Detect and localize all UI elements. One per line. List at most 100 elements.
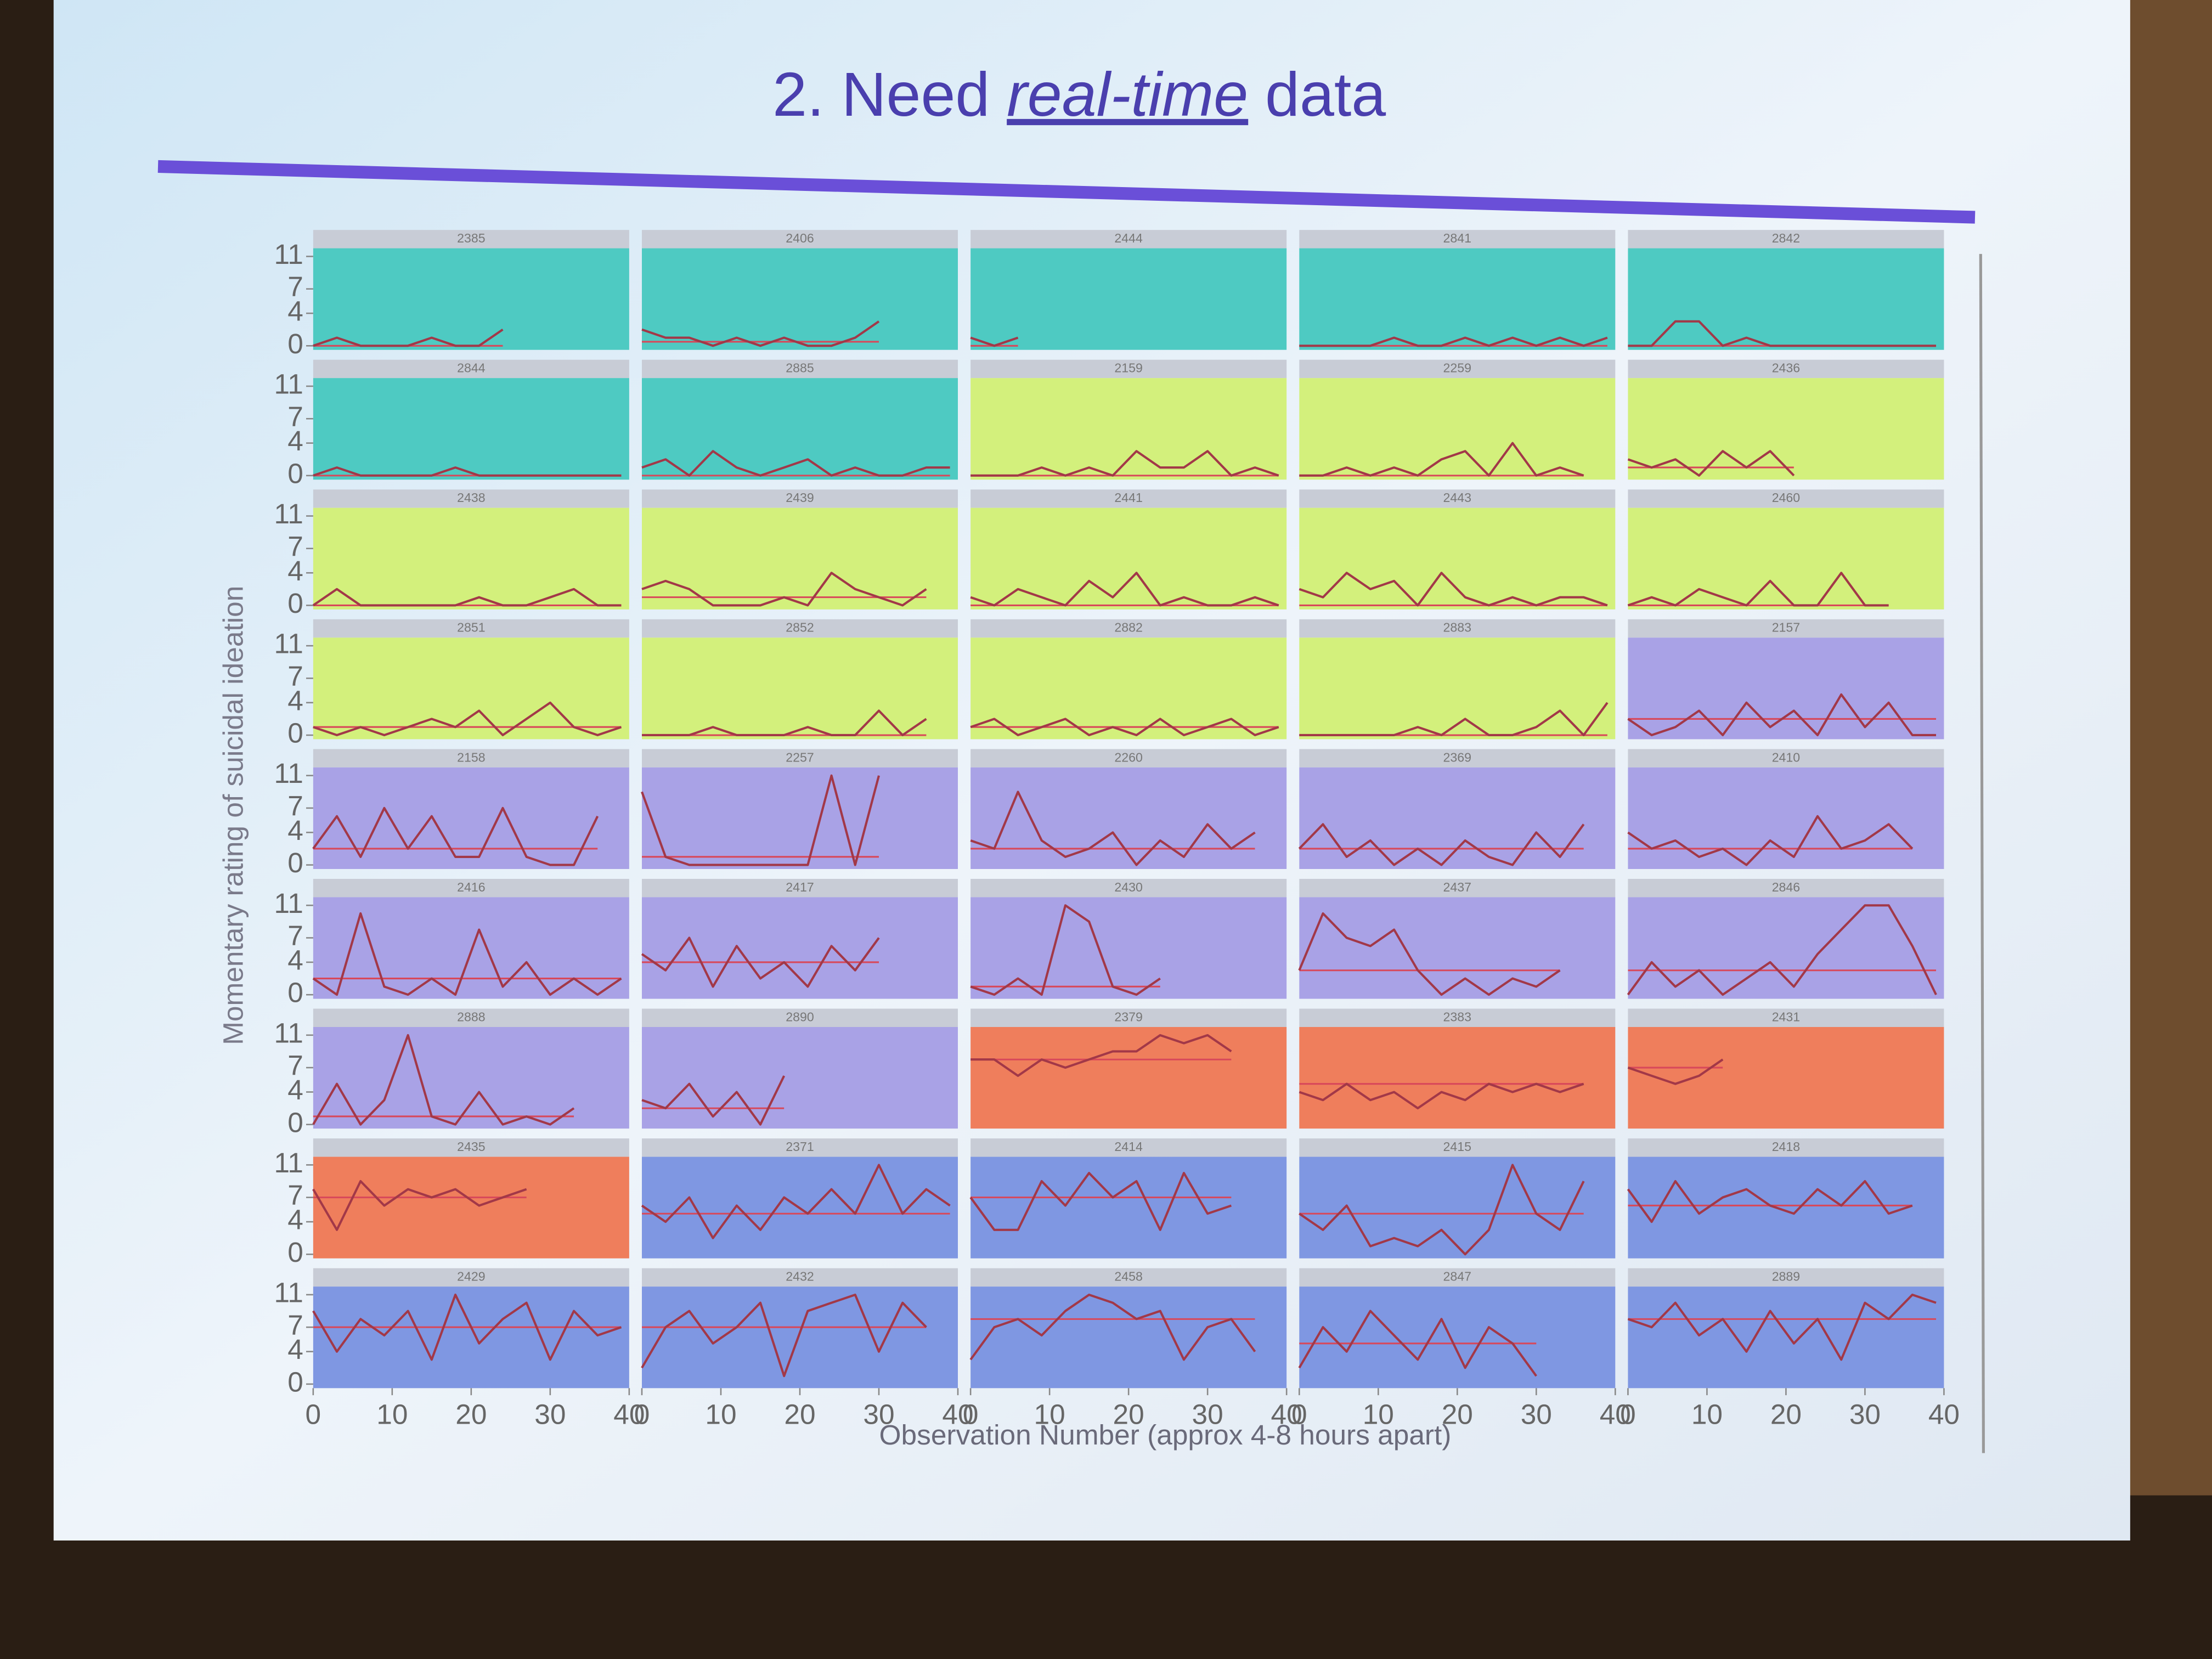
panel-background bbox=[642, 507, 958, 610]
panel-background bbox=[1628, 507, 1944, 610]
frame-line bbox=[1979, 253, 1985, 1453]
panel-title: 2443 bbox=[1443, 490, 1471, 505]
panel-header bbox=[1628, 749, 1944, 768]
series-line bbox=[1299, 1164, 1585, 1256]
series-line bbox=[1299, 702, 1609, 737]
series-line bbox=[641, 320, 880, 347]
y-tick-label: 0 bbox=[287, 1365, 303, 1397]
panel-background bbox=[970, 1027, 1287, 1129]
panel-title: 2406 bbox=[786, 231, 814, 245]
series-line bbox=[1299, 572, 1608, 607]
panel-background bbox=[1299, 897, 1616, 999]
panel-header bbox=[642, 489, 958, 508]
panel-header bbox=[1299, 230, 1616, 249]
series-line bbox=[970, 450, 1279, 477]
panel-background bbox=[1628, 767, 1944, 869]
panel-background bbox=[313, 1156, 629, 1259]
panel-title: 2435 bbox=[457, 1139, 485, 1154]
panel-background bbox=[970, 767, 1287, 869]
panel-background bbox=[642, 1027, 958, 1129]
panel-header bbox=[970, 1138, 1287, 1157]
panel-title: 2460 bbox=[1772, 490, 1800, 505]
panel-title: 2415 bbox=[1443, 1139, 1471, 1154]
panel-header bbox=[1299, 619, 1616, 638]
panel-title: 2416 bbox=[457, 880, 485, 894]
panel-header bbox=[970, 1008, 1287, 1027]
panel-title: 2458 bbox=[1114, 1269, 1142, 1284]
x-tick-label: 0 bbox=[1291, 1398, 1307, 1430]
panel-title: 2158 bbox=[457, 750, 485, 764]
panel-header bbox=[642, 749, 958, 768]
title-prefix: 2. Need bbox=[772, 60, 990, 129]
x-tick-label: 40 bbox=[1271, 1398, 1302, 1430]
series-line bbox=[641, 1075, 786, 1126]
series-line bbox=[641, 450, 950, 477]
panel-background bbox=[970, 507, 1287, 610]
series-line bbox=[312, 588, 622, 607]
panel-background bbox=[313, 767, 629, 869]
series-line bbox=[970, 1034, 1232, 1077]
panel-header bbox=[1299, 1138, 1616, 1157]
series-line bbox=[312, 1294, 622, 1361]
y-tick-label: 0 bbox=[287, 328, 303, 359]
panel-header bbox=[1299, 879, 1616, 898]
x-tick-label: 10 bbox=[1363, 1398, 1394, 1430]
series-line bbox=[1299, 336, 1608, 347]
series-line bbox=[970, 572, 1279, 607]
panel-title: 2257 bbox=[786, 750, 814, 764]
y-tick-label: 7 bbox=[287, 660, 303, 692]
panel-title: 2417 bbox=[786, 880, 814, 894]
panel-background bbox=[970, 1286, 1287, 1389]
series-line bbox=[313, 466, 622, 477]
panel-title: 2888 bbox=[457, 1009, 485, 1024]
panel-header bbox=[970, 749, 1287, 768]
panel-title: 2890 bbox=[786, 1009, 814, 1024]
panel-title: 2259 bbox=[1443, 361, 1471, 375]
y-tick-label: 4 bbox=[287, 1074, 303, 1105]
series-line bbox=[1627, 1294, 1937, 1361]
series-line bbox=[1627, 904, 1937, 996]
panel-title: 2852 bbox=[786, 620, 814, 635]
panel-title: 2882 bbox=[1114, 620, 1142, 635]
panel-title: 2418 bbox=[1772, 1139, 1800, 1154]
panel-header bbox=[970, 619, 1287, 638]
series-line bbox=[312, 912, 622, 996]
panel-header bbox=[1299, 1268, 1616, 1287]
panel-background bbox=[1299, 1156, 1616, 1259]
panel-background bbox=[1628, 378, 1944, 480]
panel-background bbox=[313, 897, 629, 999]
y-tick-label: 11 bbox=[274, 1147, 303, 1178]
x-tick-label: 40 bbox=[613, 1398, 645, 1430]
y-tick-label: 0 bbox=[287, 847, 303, 878]
panel-background bbox=[970, 248, 1287, 350]
panel-title: 2410 bbox=[1772, 750, 1800, 764]
series-line bbox=[1627, 572, 1889, 607]
panel-header bbox=[313, 749, 629, 768]
y-tick-label: 11 bbox=[274, 238, 303, 270]
panel-title: 2414 bbox=[1114, 1139, 1143, 1154]
x-tick-label: 0 bbox=[306, 1398, 321, 1430]
panel-background bbox=[642, 248, 958, 350]
y-tick-label: 11 bbox=[274, 757, 303, 789]
panel-title: 2430 bbox=[1114, 880, 1142, 894]
panel-title: 2889 bbox=[1772, 1269, 1800, 1284]
panel-header bbox=[642, 230, 958, 249]
x-tick-label: 10 bbox=[705, 1398, 736, 1430]
panel-background bbox=[1299, 507, 1616, 610]
panel-title: 2885 bbox=[786, 361, 814, 375]
panel-background bbox=[313, 248, 629, 350]
panel-title: 2385 bbox=[457, 231, 485, 245]
y-tick-label: 7 bbox=[287, 530, 303, 562]
series-line bbox=[641, 572, 927, 607]
series-line bbox=[970, 904, 1161, 996]
y-tick-label: 4 bbox=[287, 425, 303, 456]
panel-title: 2159 bbox=[1114, 361, 1142, 375]
panel-title: 2438 bbox=[457, 490, 485, 505]
panel-header bbox=[313, 489, 629, 508]
y-tick-label: 7 bbox=[287, 270, 303, 302]
panel-header bbox=[1628, 879, 1944, 898]
panel-background bbox=[1628, 897, 1944, 999]
y-tick-label: 4 bbox=[287, 684, 303, 716]
series-line bbox=[970, 718, 1279, 737]
panel-header bbox=[313, 230, 629, 249]
